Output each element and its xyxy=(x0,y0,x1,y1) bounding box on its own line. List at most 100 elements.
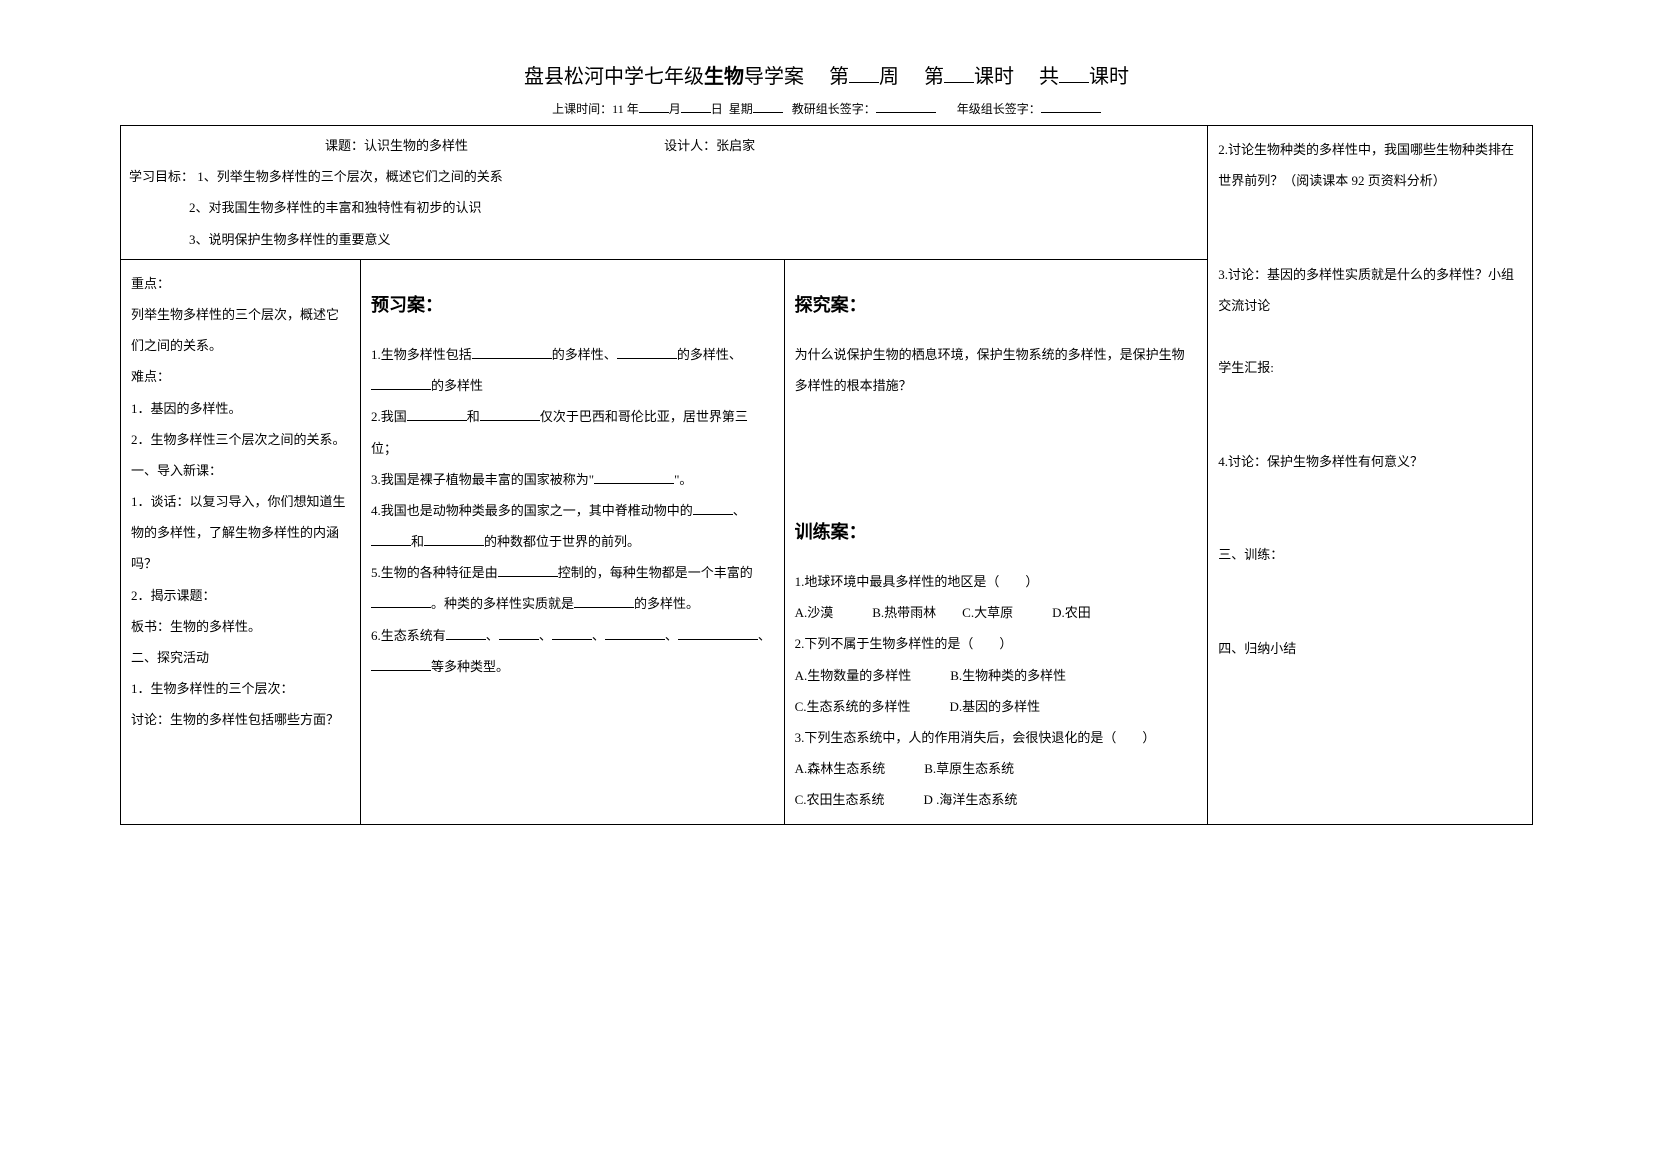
t2: 2.下列不属于生物多样性的是（ ） xyxy=(795,628,1198,659)
title-school: 盘县松河中学七年级 xyxy=(524,66,704,88)
day-label: 日 xyxy=(711,102,723,116)
q2: 2.我国和仅次于巴西和哥伦比亚，居世界第三位； xyxy=(371,401,774,463)
t2-opts2: C.生态系统的多样性 D.基因的多样性 xyxy=(795,691,1198,722)
q5-d: 的多样性。 xyxy=(634,596,699,611)
sec1-title: 一、导入新课： xyxy=(131,455,350,486)
total-pre: 共 xyxy=(1039,66,1059,88)
t3-opts1: A.森林生态系统 B.草原生态系统 xyxy=(795,753,1198,784)
q3-a: 3.我国是裸子植物最丰富的国家被称为" xyxy=(371,472,594,487)
week-post: 周 xyxy=(879,66,899,88)
q6-blank4[interactable] xyxy=(605,626,665,640)
month-blank[interactable] xyxy=(639,99,669,113)
total-blank[interactable] xyxy=(1059,69,1089,83)
section-4: 四、归纳小结 xyxy=(1218,633,1522,664)
explore-q: 为什么说保护生物的栖息环境，保护生物系统的多样性，是保护生物多样性的根本措施？ xyxy=(795,339,1198,401)
q6-blank1[interactable] xyxy=(446,626,486,640)
t3-opts2: C.农田生态系统 D .海洋生态系统 xyxy=(795,784,1198,815)
sub-line: 上课时间：11 年 月 日 星期 教研组长签字： 年级组长签字： xyxy=(120,99,1533,117)
q6-c: 等多种类型。 xyxy=(431,659,509,674)
sec2-1: 1．生物多样性的三个层次： xyxy=(131,673,350,704)
q1-blank1[interactable] xyxy=(472,345,552,359)
key-text: 列举生物多样性的三个层次，概述它们之间的关系。 xyxy=(131,299,350,361)
board: 板书：生物的多样性。 xyxy=(131,611,350,642)
obj3: 3、说明保护生物多样性的重要意义 xyxy=(129,224,1199,255)
q1-blank2[interactable] xyxy=(617,345,677,359)
total-post: 课时 xyxy=(1089,66,1129,88)
q1: 1.生物多样性包括的多样性、的多样性、的多样性 xyxy=(371,339,774,401)
column-1: 重点： 列举生物多样性的三个层次，概述它们之间的关系。 难点： 1．基因的多样性… xyxy=(121,259,361,824)
t1: 1.地球环境中最具多样性的地区是（ ） xyxy=(795,566,1198,597)
column-2: 预习案： 1.生物多样性包括的多样性、的多样性、的多样性 2.我国和仅次于巴西和… xyxy=(361,259,785,824)
obj1: 1、列举生物多样性的三个层次，概述它们之间的关系 xyxy=(197,169,503,184)
obj-label: 学习目标： xyxy=(129,169,194,184)
q4-blank3[interactable] xyxy=(424,532,484,546)
column-4: 2.讨论生物种类的多样性中，我国哪些生物种类排在世界前列？（阅读课本 92 页资… xyxy=(1208,126,1533,825)
q6-a: 6.生态系统有 xyxy=(371,628,446,643)
discuss-2: 2.讨论生物种类的多样性中，我国哪些生物种类排在世界前列？（阅读课本 92 页资… xyxy=(1218,134,1522,196)
q1-b: 的多样性、 xyxy=(552,347,617,362)
discuss-4: 4.讨论：保护生物多样性有何意义？ xyxy=(1218,446,1522,477)
q4-a: 4.我国也是动物种类最多的国家之一，其中脊椎动物中的 xyxy=(371,503,693,518)
q5-c: 。种类的多样性实质就是 xyxy=(431,596,574,611)
diff-label: 难点： xyxy=(131,361,350,392)
q5-b: 控制的，每种生物都是一个丰富的 xyxy=(558,565,753,580)
q6-b5: 、 xyxy=(758,628,771,643)
q6-blank3[interactable] xyxy=(552,626,592,640)
q4-blank1[interactable] xyxy=(693,501,733,515)
q5-a: 5.生物的各种特征是由 xyxy=(371,565,498,580)
q6-blank6[interactable] xyxy=(371,657,431,671)
period-blank[interactable] xyxy=(944,69,974,83)
title-subject: 生物 xyxy=(704,66,744,88)
sec1-1: 1．谈话：以复习导入，你们想知道生物的多样性，了解生物多样性的内涵吗？ xyxy=(131,486,350,580)
train-title: 训练案： xyxy=(795,511,1198,554)
q5-blank3[interactable] xyxy=(574,594,634,608)
q3-b: "。 xyxy=(674,472,692,487)
preview-title: 预习案： xyxy=(371,284,774,327)
research-leader-blank[interactable] xyxy=(876,99,936,113)
header-cell: 课题：认识生物的多样性 设计人：张启家 学习目标： 1、列举生物多样性的三个层次… xyxy=(121,126,1208,260)
t2-opts1: A.生物数量的多样性 B.生物种类的多样性 xyxy=(795,660,1198,691)
q5-blank1[interactable] xyxy=(498,563,558,577)
q6-b1: 、 xyxy=(486,628,499,643)
time-prefix: 上课时间：11 年 xyxy=(552,102,639,116)
discuss: 讨论：生物的多样性包括哪些方面？ xyxy=(131,704,350,735)
week-blank[interactable] xyxy=(849,69,879,83)
research-leader-label: 教研组长签字： xyxy=(792,102,876,116)
diff-1: 1．基因的多样性。 xyxy=(131,393,350,424)
period-pre: 第 xyxy=(924,66,944,88)
diff-2: 2．生物多样性三个层次之间的关系。 xyxy=(131,424,350,455)
topic: 课题：认识生物的多样性 xyxy=(325,138,468,153)
q6: 6.生态系统有、、、、、等多种类型。 xyxy=(371,620,774,682)
q6-blank2[interactable] xyxy=(499,626,539,640)
weekday-label: 星期 xyxy=(729,102,753,116)
q6-blank5[interactable] xyxy=(678,626,758,640)
discuss-3: 3.讨论：基因的多样性实质就是什么的多样性？小组交流讨论 xyxy=(1218,259,1522,321)
q1-blank3[interactable] xyxy=(371,376,431,390)
grade-leader-label: 年级组长签字： xyxy=(957,102,1041,116)
q1-c: 的多样性、 xyxy=(677,347,742,362)
q4: 4.我国也是动物种类最多的国家之一，其中脊椎动物中的、和的种数都位于世界的前列。 xyxy=(371,495,774,557)
q2-b: 和 xyxy=(467,409,480,424)
q4-d: 的种数都位于世界的前列。 xyxy=(484,534,640,549)
student-report: 学生汇报: xyxy=(1218,352,1522,383)
q6-b2: 、 xyxy=(539,628,552,643)
main-table: 课题：认识生物的多样性 设计人：张启家 学习目标： 1、列举生物多样性的三个层次… xyxy=(120,125,1533,825)
weekday-blank[interactable] xyxy=(753,99,783,113)
grade-leader-blank[interactable] xyxy=(1041,99,1101,113)
q2-blank1[interactable] xyxy=(407,407,467,421)
q4-b: 、 xyxy=(733,503,746,518)
q4-blank2[interactable] xyxy=(371,532,411,546)
day-blank[interactable] xyxy=(681,99,711,113)
t3: 3.下列生态系统中，人的作用消失后，会很快退化的是（ ） xyxy=(795,722,1198,753)
q3: 3.我国是裸子植物最丰富的国家被称为" "。 xyxy=(371,464,774,495)
document-title: 盘县松河中学七年级生物导学案 第周 第课时 共课时 xyxy=(120,60,1533,89)
column-3: 探究案： 为什么说保护生物的栖息环境，保护生物系统的多样性，是保护生物多样性的根… xyxy=(784,259,1208,824)
q2-blank2[interactable] xyxy=(480,407,540,421)
q3-blank[interactable] xyxy=(594,470,674,484)
month-label: 月 xyxy=(669,102,681,116)
q1-d: 的多样性 xyxy=(431,378,483,393)
sec2-title: 二、探究活动 xyxy=(131,642,350,673)
obj2: 2、对我国生物多样性的丰富和独特性有初步的认识 xyxy=(129,192,1199,223)
explore-title: 探究案： xyxy=(795,284,1198,327)
q5-blank2[interactable] xyxy=(371,594,431,608)
